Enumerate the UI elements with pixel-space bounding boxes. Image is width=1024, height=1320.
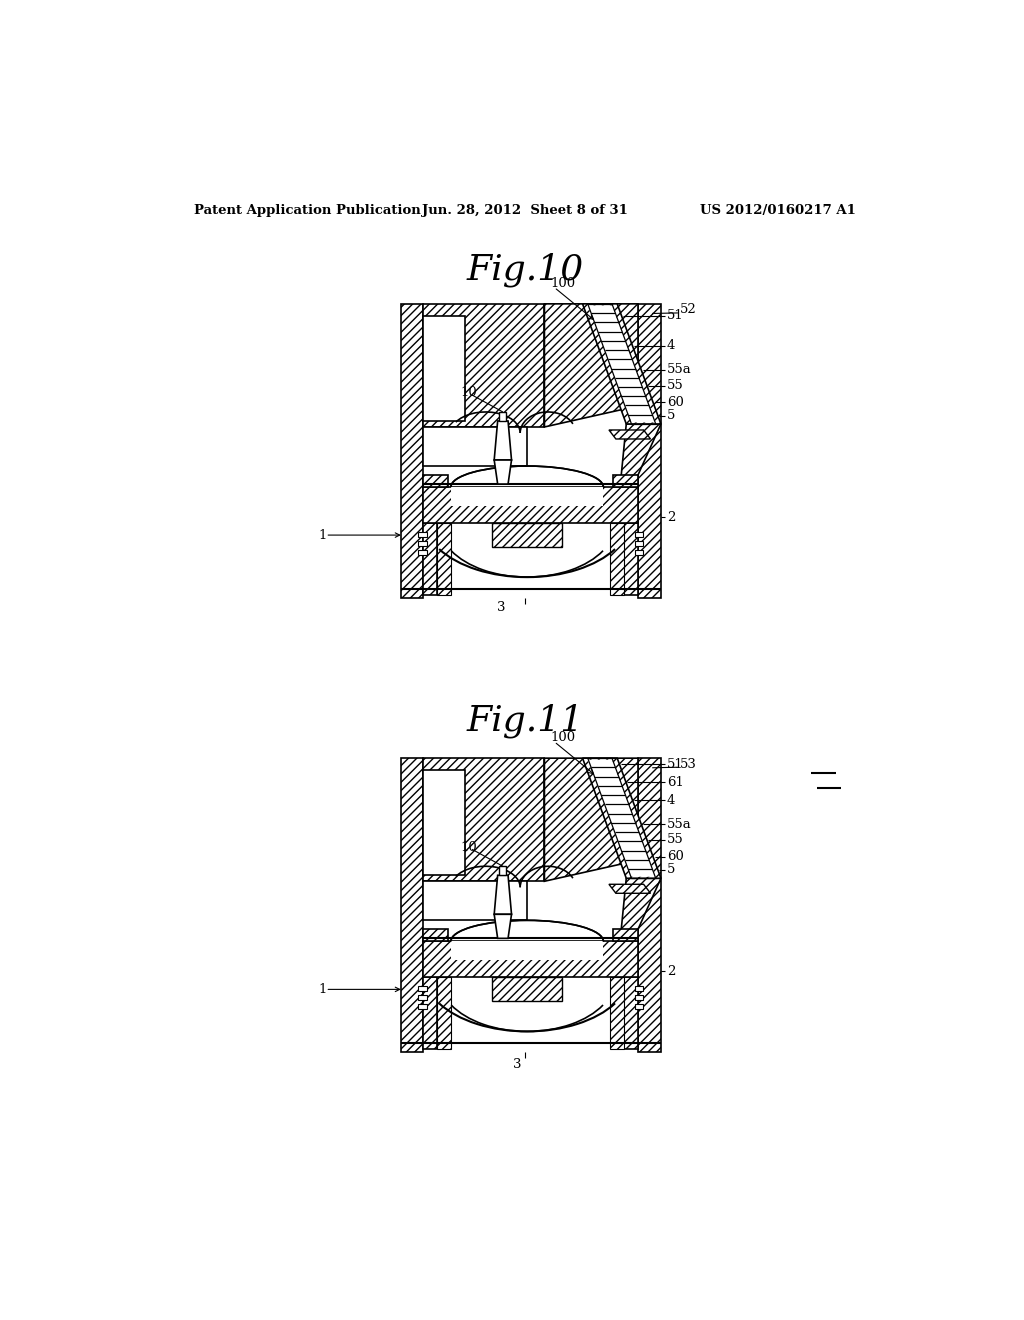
Polygon shape xyxy=(609,884,650,894)
Bar xyxy=(418,995,427,999)
Polygon shape xyxy=(583,758,660,878)
Text: 1: 1 xyxy=(318,983,327,995)
Text: 100: 100 xyxy=(550,277,575,290)
Polygon shape xyxy=(423,523,437,595)
Polygon shape xyxy=(610,977,625,1049)
Text: 4: 4 xyxy=(667,793,675,807)
Polygon shape xyxy=(638,758,660,1052)
Text: 55a: 55a xyxy=(667,817,691,830)
Polygon shape xyxy=(588,759,655,876)
Polygon shape xyxy=(400,758,423,1052)
Bar xyxy=(418,550,427,554)
Bar xyxy=(635,532,643,537)
Text: 10: 10 xyxy=(461,387,477,399)
Polygon shape xyxy=(495,875,512,915)
Polygon shape xyxy=(588,305,655,422)
Text: 10: 10 xyxy=(461,841,477,854)
Bar xyxy=(635,541,643,545)
Text: 55a: 55a xyxy=(667,363,691,376)
Polygon shape xyxy=(495,421,512,459)
Bar xyxy=(418,532,427,537)
Bar xyxy=(423,770,465,875)
Polygon shape xyxy=(423,304,545,426)
Bar xyxy=(500,866,507,875)
Polygon shape xyxy=(610,523,625,595)
Polygon shape xyxy=(625,977,638,1049)
Text: 3: 3 xyxy=(513,1059,521,1072)
Bar xyxy=(500,412,507,421)
Polygon shape xyxy=(493,523,562,546)
Polygon shape xyxy=(423,977,437,1049)
Bar xyxy=(418,986,427,991)
Text: 55: 55 xyxy=(667,379,683,392)
Text: 3: 3 xyxy=(498,601,506,614)
Polygon shape xyxy=(451,487,603,506)
Bar xyxy=(635,550,643,554)
Polygon shape xyxy=(451,941,603,960)
Polygon shape xyxy=(423,758,545,882)
Polygon shape xyxy=(621,424,660,480)
Text: Fig.11: Fig.11 xyxy=(466,704,584,738)
Polygon shape xyxy=(621,878,660,936)
Text: US 2012/0160217 A1: US 2012/0160217 A1 xyxy=(700,205,856,218)
Polygon shape xyxy=(493,977,562,1002)
Polygon shape xyxy=(437,523,451,595)
Polygon shape xyxy=(613,929,638,941)
Bar xyxy=(418,1005,427,1008)
Text: 1: 1 xyxy=(318,528,327,541)
Polygon shape xyxy=(545,304,638,426)
Text: Fig.10: Fig.10 xyxy=(466,253,584,288)
Polygon shape xyxy=(625,523,638,595)
Polygon shape xyxy=(423,929,449,941)
Polygon shape xyxy=(423,475,449,487)
Text: 4: 4 xyxy=(667,339,675,352)
Bar xyxy=(635,995,643,999)
Text: 51: 51 xyxy=(667,758,683,771)
Text: 61: 61 xyxy=(667,776,684,788)
Text: 2: 2 xyxy=(667,965,675,978)
Polygon shape xyxy=(437,977,451,1049)
Polygon shape xyxy=(423,941,638,977)
Text: 60: 60 xyxy=(667,396,684,409)
Polygon shape xyxy=(609,430,650,440)
Text: 55: 55 xyxy=(667,833,683,846)
Text: 53: 53 xyxy=(680,758,697,771)
Text: 5: 5 xyxy=(667,409,675,422)
Bar xyxy=(423,426,527,466)
Bar xyxy=(418,541,427,545)
Polygon shape xyxy=(400,304,423,598)
Polygon shape xyxy=(495,915,512,939)
Polygon shape xyxy=(638,304,660,598)
Polygon shape xyxy=(495,459,512,484)
Text: 51: 51 xyxy=(667,309,683,322)
Text: 60: 60 xyxy=(667,850,684,863)
Bar xyxy=(423,315,465,421)
Text: 5: 5 xyxy=(667,863,675,876)
Text: Patent Application Publication: Patent Application Publication xyxy=(194,205,421,218)
Text: 2: 2 xyxy=(667,511,675,524)
Bar xyxy=(635,986,643,991)
Text: 52: 52 xyxy=(680,304,697,317)
Polygon shape xyxy=(423,487,638,523)
Bar xyxy=(423,882,527,920)
Polygon shape xyxy=(545,758,638,882)
Text: 100: 100 xyxy=(550,731,575,744)
Bar xyxy=(635,1005,643,1008)
Polygon shape xyxy=(613,475,638,487)
Polygon shape xyxy=(583,304,660,424)
Text: Jun. 28, 2012  Sheet 8 of 31: Jun. 28, 2012 Sheet 8 of 31 xyxy=(422,205,628,218)
